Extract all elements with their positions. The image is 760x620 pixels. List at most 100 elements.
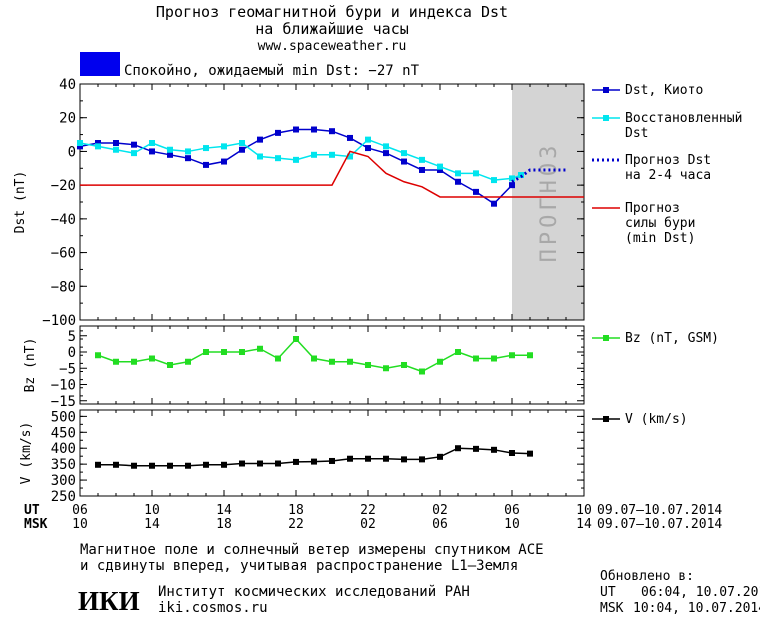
dst-series-1-point xyxy=(347,153,353,160)
dst-series-1-point xyxy=(473,170,479,177)
dst-y-axis: 40 20 0 −20 −40 −60 −80 −100 xyxy=(42,77,584,329)
forecast-band-label: ПРОГНОЗ xyxy=(537,142,562,263)
y-tick-label: 350 xyxy=(51,457,76,473)
bz-series-0-point xyxy=(311,355,317,362)
ut-tick-label: 02 xyxy=(432,503,448,518)
dst-series-0-point xyxy=(401,158,407,165)
ut-tick-label: 22 xyxy=(360,503,376,518)
y-tick-label: −80 xyxy=(51,279,76,295)
bz-series-0-point xyxy=(257,345,263,352)
v-series-0-point xyxy=(455,445,461,452)
v-series-0-point xyxy=(329,457,335,464)
y-tick-label: 0 xyxy=(68,345,76,361)
v-series-0-point xyxy=(167,462,173,469)
dst-series-1-point xyxy=(77,140,83,146)
dst-series-1-point xyxy=(113,146,119,153)
dst-series-0-point xyxy=(509,182,515,189)
updated-msk-value: 10:04, 10.07.2014 xyxy=(633,601,760,616)
dst-series-0-point xyxy=(239,146,245,153)
bz-series-0-point xyxy=(383,365,389,372)
dst-series-0-point xyxy=(365,145,371,152)
dst-series-1-point xyxy=(293,156,299,163)
v-series-0-point xyxy=(149,462,155,469)
updated-ut-value: 06:04, 10.07.2014 xyxy=(641,585,760,600)
bz-series-0-point xyxy=(221,349,227,355)
legend-label: (min Dst) xyxy=(625,231,695,246)
bz-series-0-line xyxy=(97,337,530,373)
v-series-0-point xyxy=(401,456,407,463)
y-tick-label: 300 xyxy=(51,473,76,489)
dst-series-1-point xyxy=(365,136,371,143)
v-series-0-point xyxy=(437,453,443,460)
dst-series-0-point xyxy=(149,148,155,155)
source-url[interactable]: www.spaceweather.ru xyxy=(258,39,407,54)
dst-series-1-point xyxy=(167,146,173,153)
status-text: Спокойно, ожидаемый min Dst: −27 nT xyxy=(124,63,420,79)
bz-series-0-point xyxy=(527,352,533,359)
msk-tick-label: 18 xyxy=(216,517,232,532)
bz-series-0-point xyxy=(95,352,101,359)
measurement-note-line1: Магнитное поле и солнечный ветер измерен… xyxy=(80,542,544,558)
institute-url[interactable]: iki.cosmos.ru xyxy=(158,600,268,616)
bz-series-0-point xyxy=(473,355,479,362)
v-series-0-point xyxy=(491,446,497,453)
y-tick-label: 40 xyxy=(59,77,76,93)
msk-tick-label: 14 xyxy=(144,517,160,532)
y-tick-label: −15 xyxy=(51,394,76,410)
msk-axis-label: MSK xyxy=(24,517,48,532)
dst-series-1-point xyxy=(383,143,389,150)
v-series-0-point xyxy=(365,455,371,462)
x-axis-ticks xyxy=(79,84,585,496)
legend-marker xyxy=(603,335,609,341)
v-plot xyxy=(95,445,533,469)
y-tick-label: −20 xyxy=(51,178,76,194)
dst-series-0-point xyxy=(77,143,83,150)
dst-series-1-point xyxy=(203,145,209,152)
legend-marker xyxy=(603,115,609,121)
dst-series-1-point xyxy=(491,177,497,184)
dst-series-0-point xyxy=(257,136,263,143)
bz-series-0-point xyxy=(329,358,335,365)
v-series-0-point xyxy=(383,455,389,462)
legend-label: Прогноз Dst xyxy=(625,153,711,168)
dst-series-0-point xyxy=(347,134,353,141)
y-tick-label: 400 xyxy=(51,441,76,457)
dst-series-1-point xyxy=(257,153,263,160)
dst-series-1-point xyxy=(401,150,407,157)
dst-series-1-point xyxy=(329,151,335,158)
ut-tick-label: 14 xyxy=(216,503,232,518)
msk-tick-label: 02 xyxy=(360,517,376,532)
v-series-0-point xyxy=(257,460,263,467)
bz-series-0-point xyxy=(239,349,245,355)
v-series-0-point xyxy=(347,455,353,462)
dst-series-1-point xyxy=(95,143,101,150)
v-series-0-point xyxy=(419,456,425,463)
legend-label: силы бури xyxy=(625,216,695,231)
dst-series-0-point xyxy=(311,126,317,133)
dst-series-0-point xyxy=(329,128,335,135)
v-series-0-point xyxy=(473,445,479,452)
v-series-0-point xyxy=(239,460,245,467)
bz-series-0-point xyxy=(509,352,515,359)
bz-series-0-point xyxy=(113,358,119,365)
legend-marker xyxy=(603,87,609,93)
v-series-0-point xyxy=(275,460,281,467)
dst-series-0-point xyxy=(419,166,425,173)
bz-series-0-point xyxy=(455,349,461,355)
dst-series-0-point xyxy=(131,141,137,148)
v-series-0-point xyxy=(203,461,209,468)
dst-series-0-point xyxy=(491,200,497,207)
bz-series-0-point xyxy=(275,355,281,362)
updated-msk-label: MSK xyxy=(600,601,624,616)
ut-date-range: 09.07–10.07.2014 xyxy=(597,503,722,518)
v-series-0-point xyxy=(131,462,137,469)
legend-label: на 2-4 часа xyxy=(625,168,711,183)
legend-label: Восстановленный xyxy=(625,111,742,126)
dst-plot xyxy=(77,126,584,207)
bz-series-0-point xyxy=(167,362,173,368)
y-tick-label: −60 xyxy=(51,246,76,262)
legend-label: Bz (nT, GSM) xyxy=(625,331,719,346)
msk-tick-label: 10 xyxy=(72,517,88,532)
y-tick-label: −40 xyxy=(51,212,76,228)
